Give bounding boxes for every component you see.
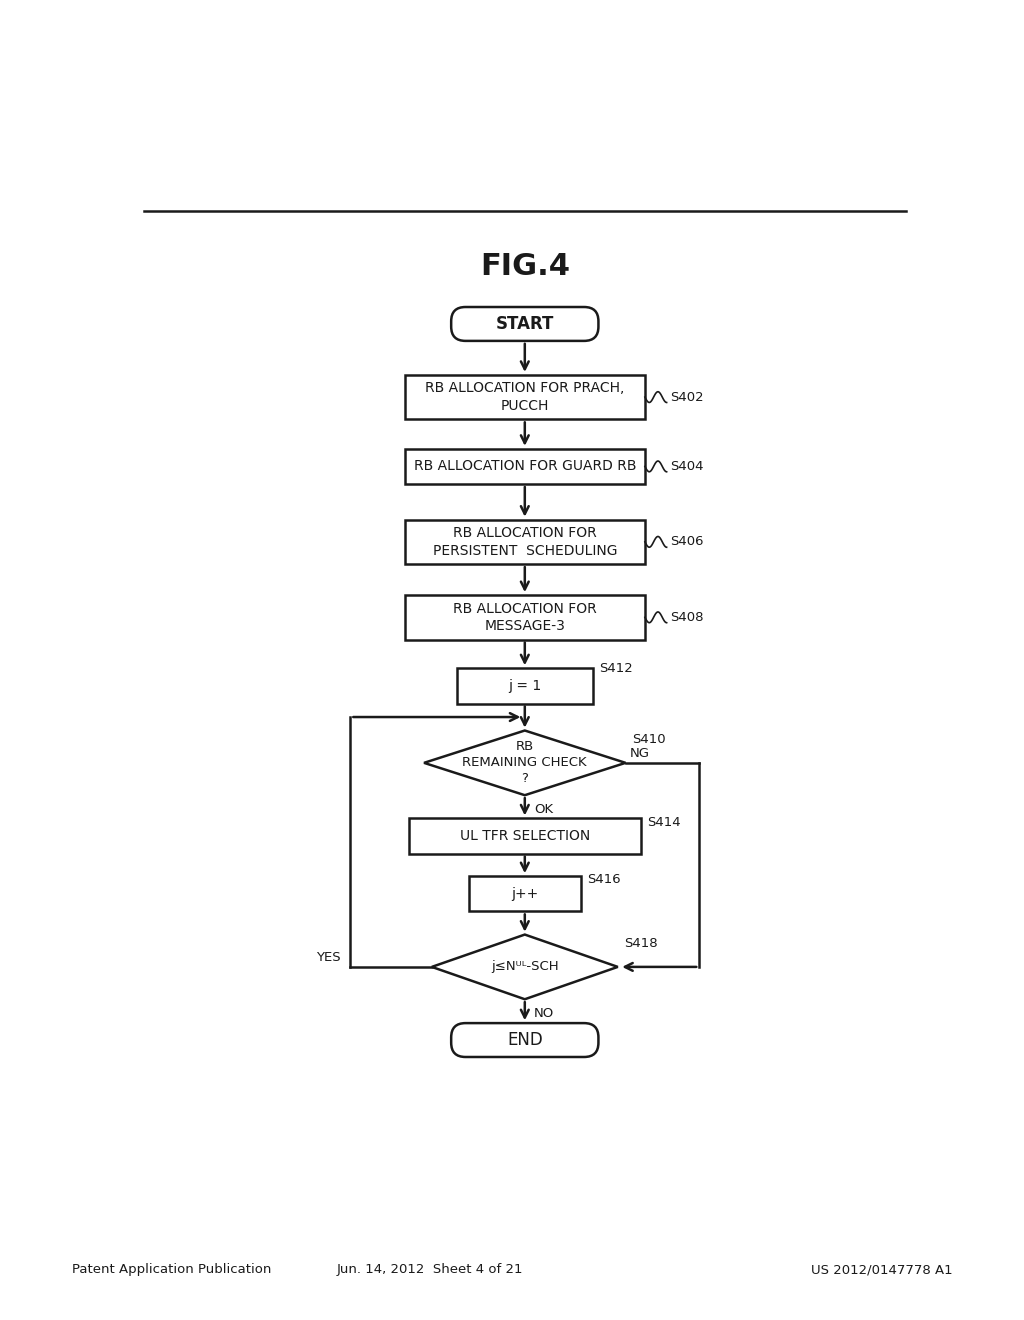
Text: RB ALLOCATION FOR
PERSISTENT  SCHEDULING: RB ALLOCATION FOR PERSISTENT SCHEDULING — [432, 527, 617, 557]
FancyBboxPatch shape — [452, 308, 598, 341]
Text: j = 1: j = 1 — [508, 678, 542, 693]
Text: RB ALLOCATION FOR
MESSAGE-3: RB ALLOCATION FOR MESSAGE-3 — [453, 602, 597, 634]
Bar — [404, 520, 645, 564]
Text: j++: j++ — [511, 887, 539, 900]
Text: US 2012/0147778 A1: US 2012/0147778 A1 — [811, 1263, 952, 1276]
Text: START: START — [496, 315, 554, 333]
Text: Patent Application Publication: Patent Application Publication — [72, 1263, 271, 1276]
Text: S408: S408 — [670, 611, 703, 624]
Text: NO: NO — [535, 1007, 554, 1019]
Text: OK: OK — [535, 803, 553, 816]
FancyBboxPatch shape — [452, 1023, 598, 1057]
Text: YES: YES — [315, 952, 340, 964]
Polygon shape — [424, 730, 626, 795]
Polygon shape — [432, 935, 617, 999]
Bar — [409, 818, 641, 854]
Text: RB ALLOCATION FOR GUARD RB: RB ALLOCATION FOR GUARD RB — [414, 459, 636, 474]
Text: S406: S406 — [670, 536, 703, 548]
Bar — [457, 668, 593, 704]
Text: S414: S414 — [647, 816, 681, 829]
Bar — [469, 876, 581, 911]
Text: S410: S410 — [632, 733, 666, 746]
Bar — [404, 595, 645, 640]
Text: FIG.4: FIG.4 — [480, 252, 569, 281]
Text: S402: S402 — [670, 391, 703, 404]
Text: S416: S416 — [587, 874, 621, 887]
Text: END: END — [507, 1031, 543, 1049]
Text: UL TFR SELECTION: UL TFR SELECTION — [460, 829, 590, 843]
Text: S418: S418 — [624, 937, 657, 950]
Text: NG: NG — [630, 747, 649, 760]
Text: RB
REMAINING CHECK
?: RB REMAINING CHECK ? — [463, 741, 587, 785]
Text: j≤Nᵁᴸ-SCH: j≤Nᵁᴸ-SCH — [490, 961, 559, 973]
Text: Jun. 14, 2012  Sheet 4 of 21: Jun. 14, 2012 Sheet 4 of 21 — [337, 1263, 523, 1276]
Text: S412: S412 — [599, 663, 633, 676]
Text: S404: S404 — [670, 459, 703, 473]
Bar — [404, 449, 645, 484]
Text: RB ALLOCATION FOR PRACH,
PUCCH: RB ALLOCATION FOR PRACH, PUCCH — [425, 381, 625, 413]
Bar — [404, 375, 645, 420]
